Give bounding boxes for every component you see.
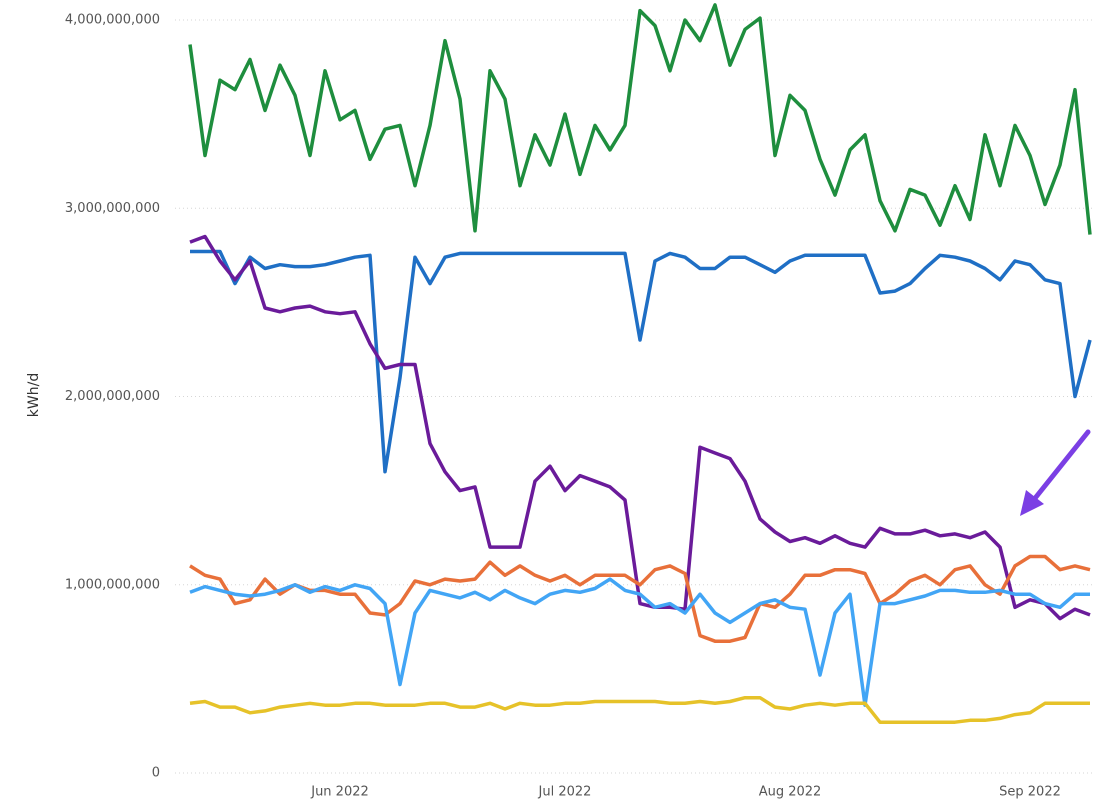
annotation-arrow <box>1020 429 1091 516</box>
y-tick-label: 1,000,000,000 <box>65 577 160 592</box>
series-line <box>188 3 1092 235</box>
arrow-shaft <box>1029 429 1091 505</box>
y-tick-label: 3,000,000,000 <box>65 201 160 216</box>
y-axis-title: kWh/d <box>26 373 42 417</box>
series-line <box>189 577 1090 707</box>
x-tick-label: Jun 2022 <box>310 785 369 800</box>
series-line <box>189 554 1091 643</box>
series-line <box>190 249 1092 474</box>
y-tick-label: 0 <box>152 766 160 781</box>
series-line <box>189 695 1090 724</box>
plot-area: 0 1,000,000,000 2,000,000,000 3,000,000,000… <box>65 3 1094 800</box>
arrow-head <box>1020 490 1044 516</box>
y-tick-label: 4,000,000,000 <box>65 13 160 28</box>
y-tick-label: 2,000,000,000 <box>65 389 160 404</box>
x-tick-label: Sep 2022 <box>999 785 1061 800</box>
x-tick-label: Jul 2022 <box>538 785 592 800</box>
series-line <box>189 234 1091 621</box>
x-tick-label: Aug 2022 <box>759 785 822 800</box>
